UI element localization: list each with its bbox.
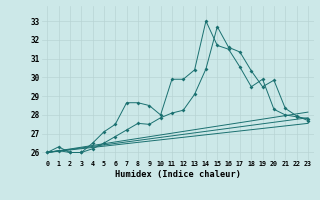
X-axis label: Humidex (Indice chaleur): Humidex (Indice chaleur) — [115, 170, 241, 179]
